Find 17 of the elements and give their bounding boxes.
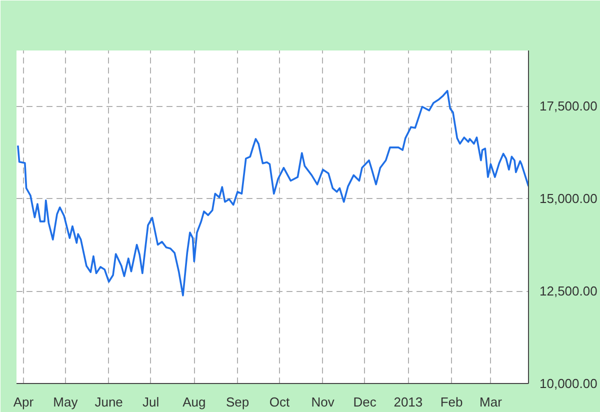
x-tick-label: Nov	[311, 394, 335, 410]
x-tick-label: Jul	[142, 394, 160, 410]
x-tick-label: May	[53, 394, 78, 410]
x-tick-label: Sep	[226, 394, 250, 410]
x-tick-label: Aug	[182, 394, 206, 410]
x-tick-label: 2013	[394, 394, 423, 410]
y-tick-label: 15,000.00	[540, 191, 598, 206]
x-tick-label: June	[94, 394, 123, 410]
x-tick-label: Mar	[480, 394, 503, 410]
y-tick-label: 17,500.00	[540, 98, 598, 114]
line-series	[17, 90, 528, 296]
x-tick-label: Dec	[353, 394, 377, 410]
x-tick-label: Feb	[440, 394, 463, 410]
y-tick-label: 12,500.00	[540, 284, 598, 298]
y-tick-label: 10,000.00	[540, 376, 598, 391]
x-tick-label: Oct	[269, 394, 290, 410]
x-tick-label: Apr	[13, 394, 34, 410]
